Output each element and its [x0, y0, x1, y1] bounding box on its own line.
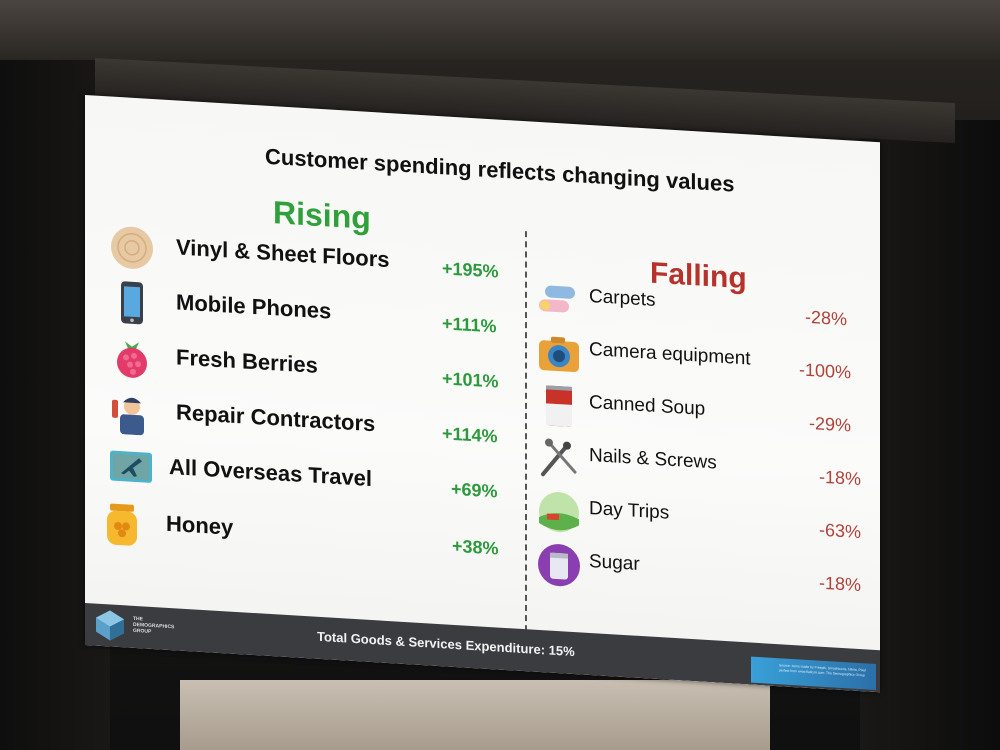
cube-logo-icon: [96, 610, 124, 641]
rising-label: Honey: [166, 510, 234, 540]
column-divider: [525, 231, 527, 632]
rising-label: Vinyl & Sheet Floors: [176, 234, 390, 273]
rising-label: Repair Contractors: [176, 399, 376, 437]
sources-panel: Source: Icons made by Freepik, Smashicon…: [751, 656, 876, 690]
ceiling: [0, 0, 1000, 60]
falling-label: Carpets: [589, 285, 656, 311]
falling-label: Canned Soup: [589, 391, 706, 420]
repairman-icon: [112, 397, 144, 436]
rising-pct: +38%: [452, 535, 499, 559]
rising-label: Mobile Phones: [176, 289, 332, 324]
falling-label: Camera equipment: [589, 338, 751, 370]
projected-slide: Customer spending reflects changing valu…: [85, 95, 880, 693]
rising-label: Fresh Berries: [176, 344, 318, 378]
falling-label: Nails & Screws: [589, 444, 717, 474]
phone-icon: [121, 281, 143, 325]
rising-label: All Overseas Travel: [169, 453, 373, 492]
falling-pct: -28%: [805, 306, 848, 330]
rising-pct: +111%: [442, 313, 497, 337]
soup-can-icon: [546, 385, 572, 427]
falling-label: Sugar: [589, 550, 640, 575]
logo-text: THE DEMOGRAPHICS GROUP: [133, 615, 175, 635]
carpet-rolls-icon: [539, 285, 575, 313]
total-expenditure: Total Goods & Services Expenditure: 15%: [317, 628, 575, 660]
falling-pct: -29%: [809, 413, 852, 436]
rising-header: Rising: [273, 194, 371, 236]
rising-pct: +101%: [442, 368, 499, 392]
falling-pct: -63%: [819, 519, 862, 543]
falling-header: Falling: [650, 256, 747, 296]
slide-title: Customer spending reflects changing valu…: [265, 143, 735, 197]
right-wall: [860, 120, 1000, 750]
sugar-jar-icon: [538, 544, 580, 587]
rising-pct: +69%: [451, 478, 498, 502]
wood-disc-icon: [111, 226, 153, 269]
raspberry-icon: [117, 341, 147, 378]
lectern: [180, 680, 770, 750]
sources-text: Source: Icons made by Freepik, Smashicon…: [779, 663, 866, 678]
rising-pct: +114%: [442, 423, 498, 447]
rising-pct: +195%: [442, 258, 499, 282]
honey-jar-icon: [107, 503, 137, 546]
nails-screws-icon: [541, 438, 577, 477]
plane-ticket-icon: [110, 450, 152, 483]
landscape-icon: [539, 492, 579, 533]
falling-pct: -100%: [799, 359, 852, 383]
demographics-group-logo: THE DEMOGRAPHICS GROUP: [93, 607, 183, 646]
falling-label: Day Trips: [589, 497, 670, 524]
slide-footer: THE DEMOGRAPHICS GROUP Total Goods & Ser…: [85, 603, 880, 693]
falling-pct: -18%: [819, 572, 862, 596]
falling-pct: -18%: [819, 466, 862, 490]
camera-icon: [539, 336, 579, 373]
